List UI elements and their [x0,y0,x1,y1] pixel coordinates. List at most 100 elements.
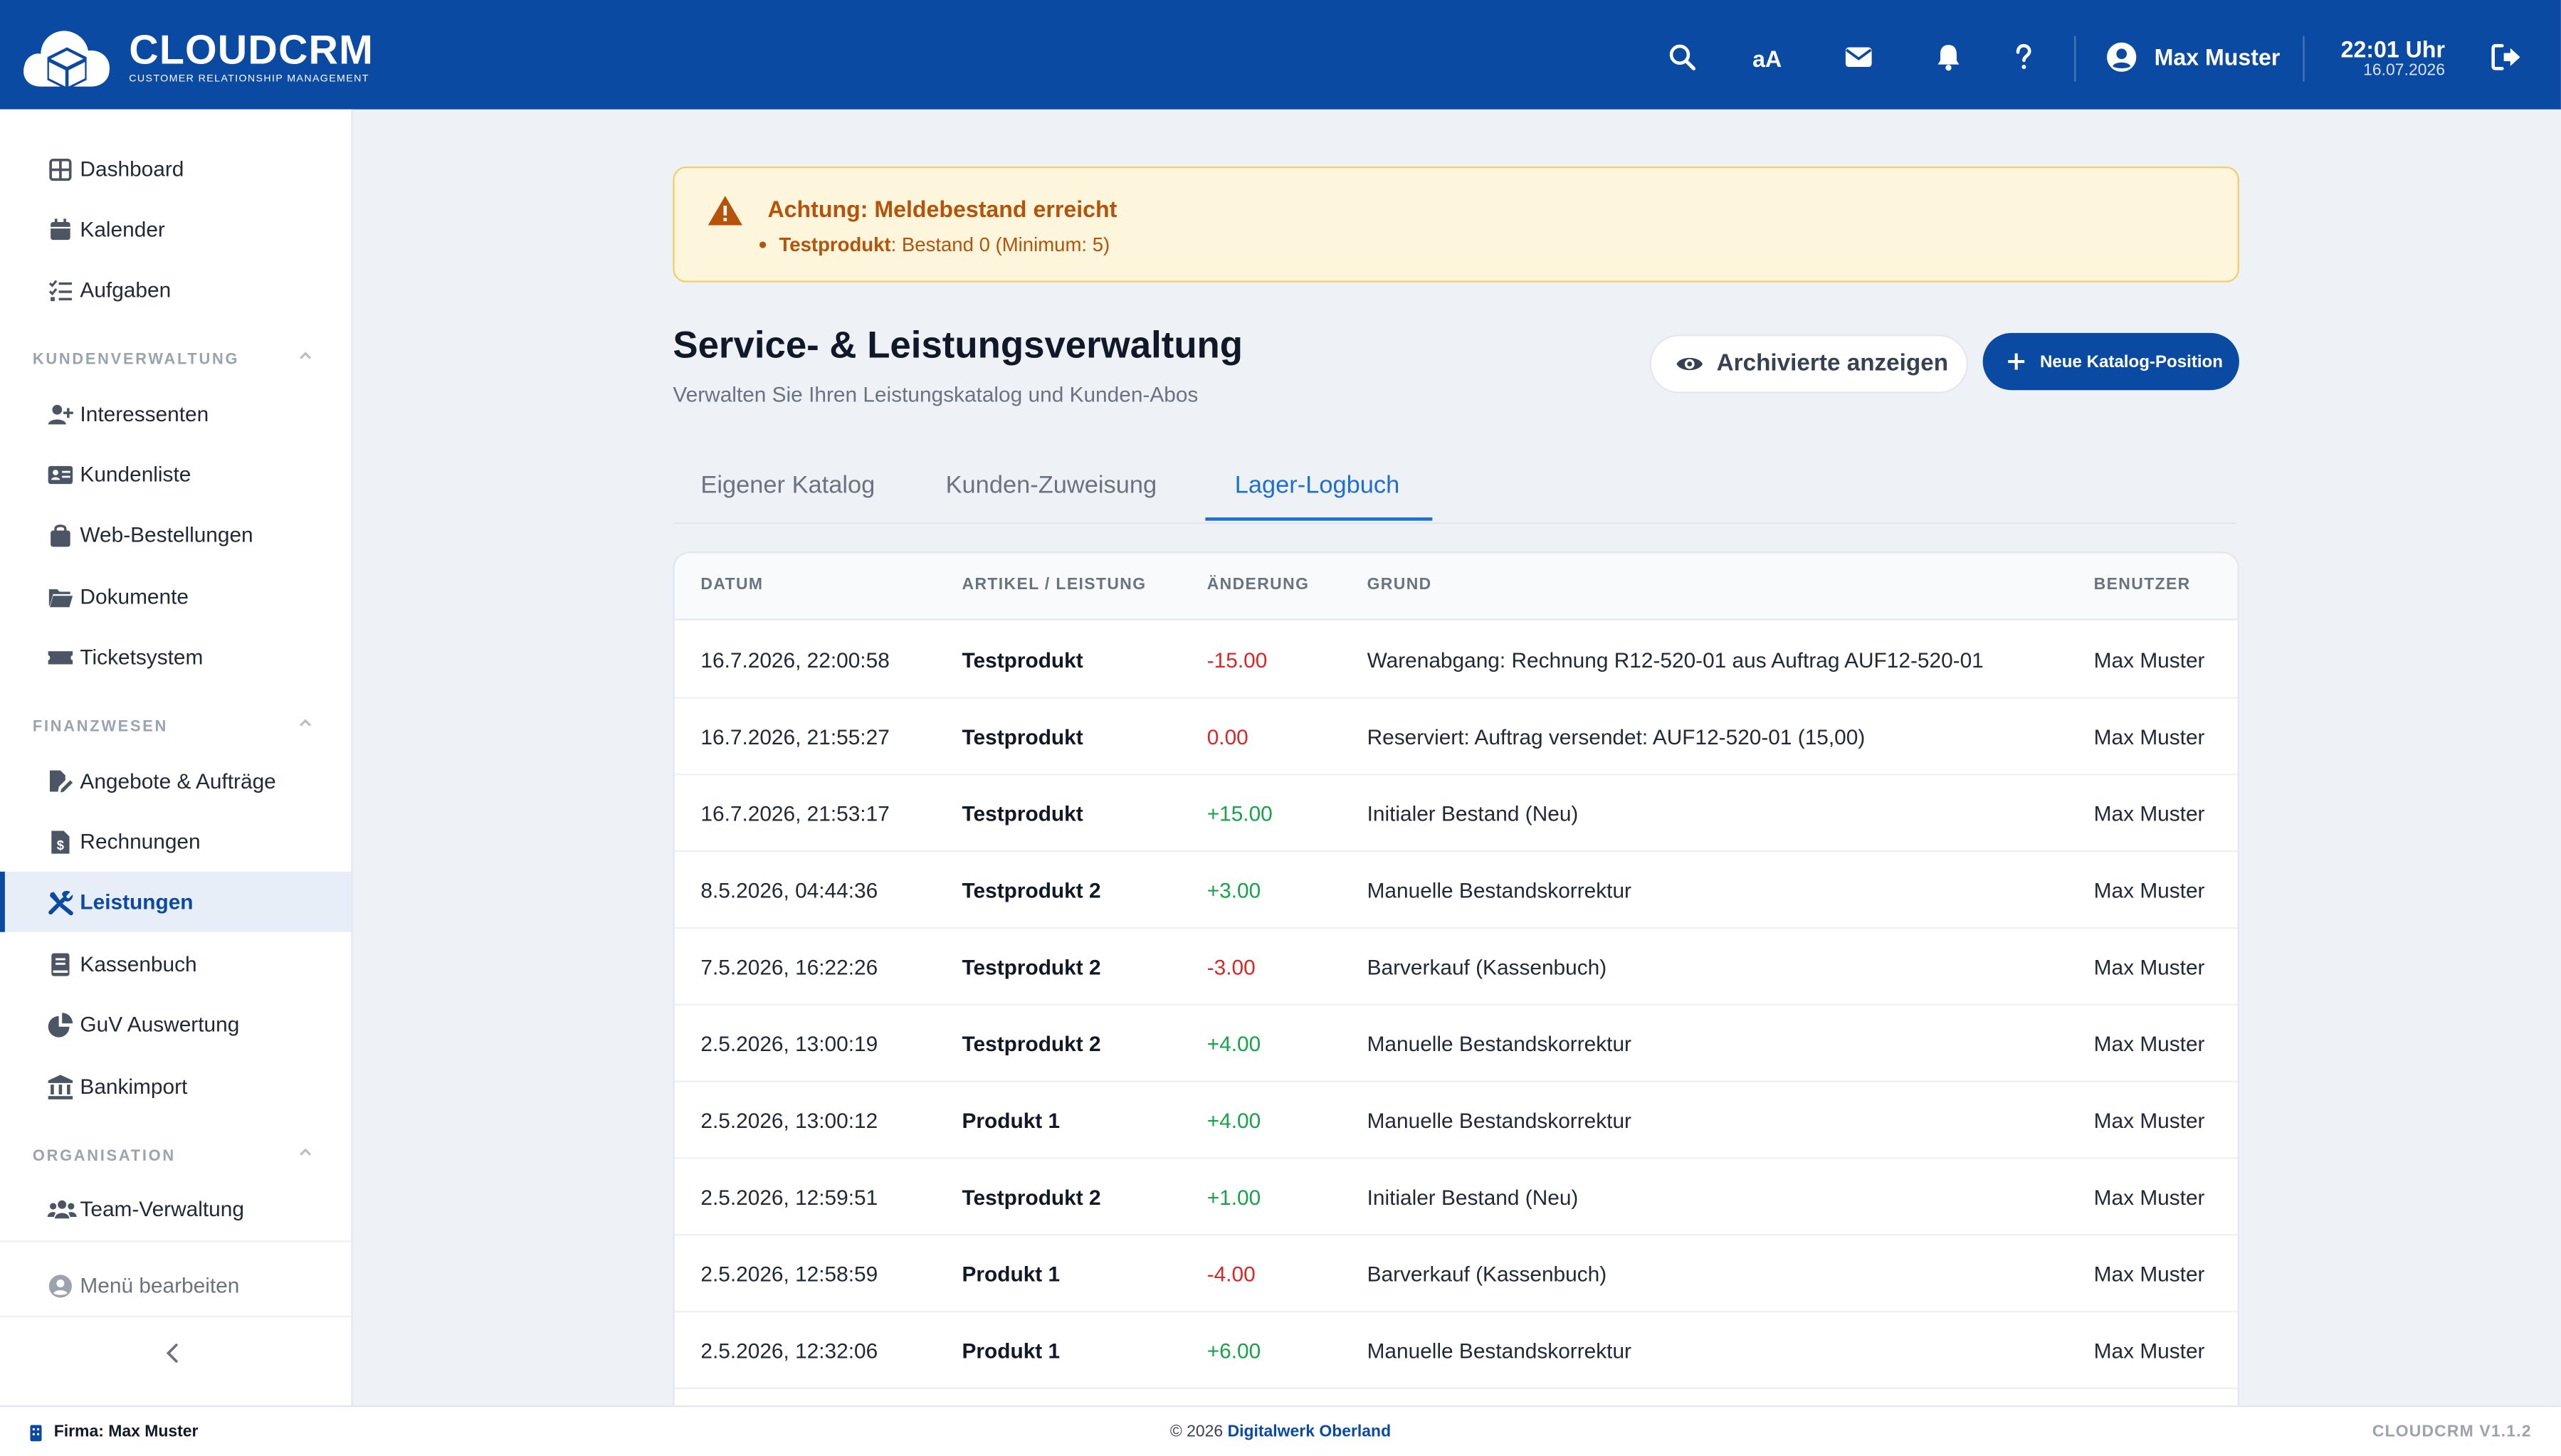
sidebar-item-label: Angebote & Aufträge [80,769,276,793]
table-row[interactable]: 2.5.2026, 12:59:51 Testprodukt 2 +1.00 Init… [674,1157,2238,1236]
table-row[interactable]: 16.7.2026, 21:53:17 Testprodukt +15.00 Init… [674,774,2238,853]
chevron-left-icon[interactable] [162,1341,184,1364]
stock-log-table: DATUM ARTIKEL / LEISTUNG ÄNDERUNG GRUND … [673,552,2239,1437]
sidebar-item-rechnungen[interactable]: $ Rechnungen [0,811,351,872]
footer-firm-label: Firma: Max Muster [53,1423,199,1442]
ticket-icon [48,644,74,670]
chevron-up-icon [298,715,314,732]
footer-copyright: © 2026 Digitalwerk Oberland [0,1423,2561,1441]
row-user: Max Muster [2093,648,2205,673]
section-header-kundenverwaltung[interactable]: KUNDENVERWALTUNG [33,351,319,369]
show-archived-button[interactable]: Archivierte anzeigen [1649,334,1968,394]
user-name: Max Muster [2154,43,2281,70]
column-header-benutzer[interactable]: BENUTZER [2093,576,2191,594]
sidebar-item-label: Kundenliste [80,462,191,487]
column-header-datum[interactable]: DATUM [700,576,764,594]
column-header-aenderung[interactable]: ÄNDERUNG [1206,576,1310,594]
mail-icon[interactable] [1844,43,1873,72]
sidebar-item-angebote-auftraege[interactable]: Angebote & Aufträge [0,751,351,811]
sidebar-item-dashboard[interactable]: Dashboard [0,139,351,199]
table-row[interactable]: 8.5.2026, 04:44:36 Testprodukt 2 +3.00 Manu… [674,850,2238,929]
table-row[interactable]: 7.5.2026, 16:22:26 Testprodukt 2 -3.00 Barv… [674,927,2238,1006]
plus-icon [2007,352,2025,370]
row-article: Testprodukt [962,801,1083,826]
sidebar-item-web-bestellungen[interactable]: Web-Bestellungen [0,505,351,565]
table-row[interactable]: 16.7.2026, 21:55:27 Testprodukt 0.00 Reserv… [674,697,2238,776]
user-menu[interactable]: Max Muster [2107,42,2281,72]
warning-icon [708,194,743,227]
sidebar-item-label: Aufgaben [80,277,172,302]
sidebar-item-dokumente[interactable]: Dokumente [0,566,351,627]
tab-lager-logbuch[interactable]: Lager-Logbuch [1234,471,1400,500]
tab-kunden-zuweisung[interactable]: Kunden-Zuweisung [945,471,1157,500]
sidebar-item-interessenten[interactable]: Interessenten [0,384,351,444]
row-date: 2.5.2026, 12:59:51 [700,1185,878,1210]
sidebar-item-label: Web-Bestellungen [80,522,253,547]
sidebar-item-menu-bearbeiten[interactable]: Menü bearbeiten [0,1255,351,1316]
users-icon [47,1196,77,1222]
clock-time: 22:01 Uhr [2340,36,2446,63]
sidebar-item-kalender[interactable]: Kalender [0,199,351,260]
shopping-bag-icon [48,522,74,548]
sidebar-item-kassenbuch[interactable]: Kassenbuch [0,934,351,994]
sidebar-item-label: Leistungen [80,890,194,914]
sidebar-item-leistungen[interactable]: Leistungen [0,871,352,932]
app-version: CLOUDCRM V1.1.2 [2372,1423,2532,1442]
user-plus-icon [48,401,74,427]
table-row[interactable]: 2.5.2026, 12:32:06 Produkt 1 +6.00 Manuelle… [674,1311,2238,1389]
row-reason: Manuelle Bestandskorrektur [1367,1108,1631,1133]
table-row[interactable]: 2.5.2026, 12:58:59 Produkt 1 -4.00 Barverka… [674,1234,2238,1313]
brand-logo[interactable]: CLOUDCRM CUSTOMER RELATIONSHIP MANAGEMEN… [21,21,374,93]
table-row[interactable]: 2.5.2026, 13:00:12 Produkt 1 +4.00 Manuelle… [674,1080,2238,1159]
sidebar-item-guv-auswertung[interactable]: GuV Auswertung [0,994,351,1055]
tab-bar: Eigener Katalog Kunden-Zuweisung Lager-L… [673,457,2236,524]
sidebar-item-team-verwaltung[interactable]: Team-Verwaltung [0,1178,351,1239]
eye-icon [1676,351,1703,377]
section-title: ORGANISATION [32,1147,176,1166]
row-user: Max Muster [2093,1262,2205,1287]
row-change: -3.00 [1206,954,1256,980]
row-reason: Warenabgang: Rechnung R12-520-01 aus Auf… [1367,648,1984,673]
row-user: Max Muster [2093,878,2205,903]
row-article: Testprodukt [962,724,1083,749]
row-user: Max Muster [2093,1338,2205,1363]
row-article: Testprodukt 2 [962,954,1101,980]
calendar-icon [48,216,74,243]
tab-eigener-katalog[interactable]: Eigener Katalog [700,471,875,500]
section-header-finanzwesen[interactable]: FINANZWESEN [33,718,319,736]
row-change: -4.00 [1206,1262,1256,1287]
search-icon[interactable] [1668,43,1697,72]
cloud-cube-icon [23,31,110,90]
bell-icon[interactable] [1934,43,1963,72]
sidebar-item-kundenliste[interactable]: Kundenliste [0,444,351,505]
sidebar-item-aufgaben[interactable]: Aufgaben [0,260,351,320]
row-date: 16.7.2026, 21:53:17 [700,801,890,826]
sidebar-item-bankimport[interactable]: Bankimport [0,1056,351,1117]
help-icon[interactable] [2009,43,2038,72]
row-article: Produkt 1 [962,1338,1061,1363]
building-icon [29,1424,42,1441]
new-catalog-item-button[interactable]: Neue Katalog-Position [1982,332,2239,391]
dashboard-icon [48,156,74,182]
table-row[interactable]: 16.7.2026, 22:00:58 Testprodukt -15.00 Ware… [674,621,2238,699]
row-reason: Initialer Bestand (Neu) [1367,801,1579,826]
address-card-icon [48,461,74,487]
user-circle-icon [48,1272,74,1299]
row-date: 2.5.2026, 13:00:19 [700,1031,878,1057]
section-header-organisation[interactable]: ORGANISATION [32,1147,319,1166]
tools-icon [48,889,74,915]
column-header-artikel[interactable]: ARTIKEL / LEISTUNG [962,576,1147,594]
row-reason: Barverkauf (Kassenbuch) [1367,1262,1607,1287]
text-size-icon[interactable]: aA [1752,46,1782,72]
company-link[interactable]: Digitalwerk Oberland [1227,1423,1392,1442]
sidebar-item-label: Team-Verwaltung [80,1196,244,1221]
table-row[interactable]: 2.5.2026, 13:00:19 Testprodukt 2 +4.00 Manu… [674,1004,2238,1082]
row-change: +3.00 [1206,878,1261,903]
brand-tagline: CUSTOMER RELATIONSHIP MANAGEMENT [129,73,369,85]
logout-icon[interactable] [2491,43,2523,72]
sidebar-item-ticketsystem[interactable]: Ticketsystem [0,627,351,687]
column-header-grund[interactable]: GRUND [1367,576,1432,594]
bank-icon [48,1073,74,1099]
sidebar-item-label: GuV Auswertung [80,1012,240,1037]
row-article: Testprodukt 2 [962,878,1101,903]
